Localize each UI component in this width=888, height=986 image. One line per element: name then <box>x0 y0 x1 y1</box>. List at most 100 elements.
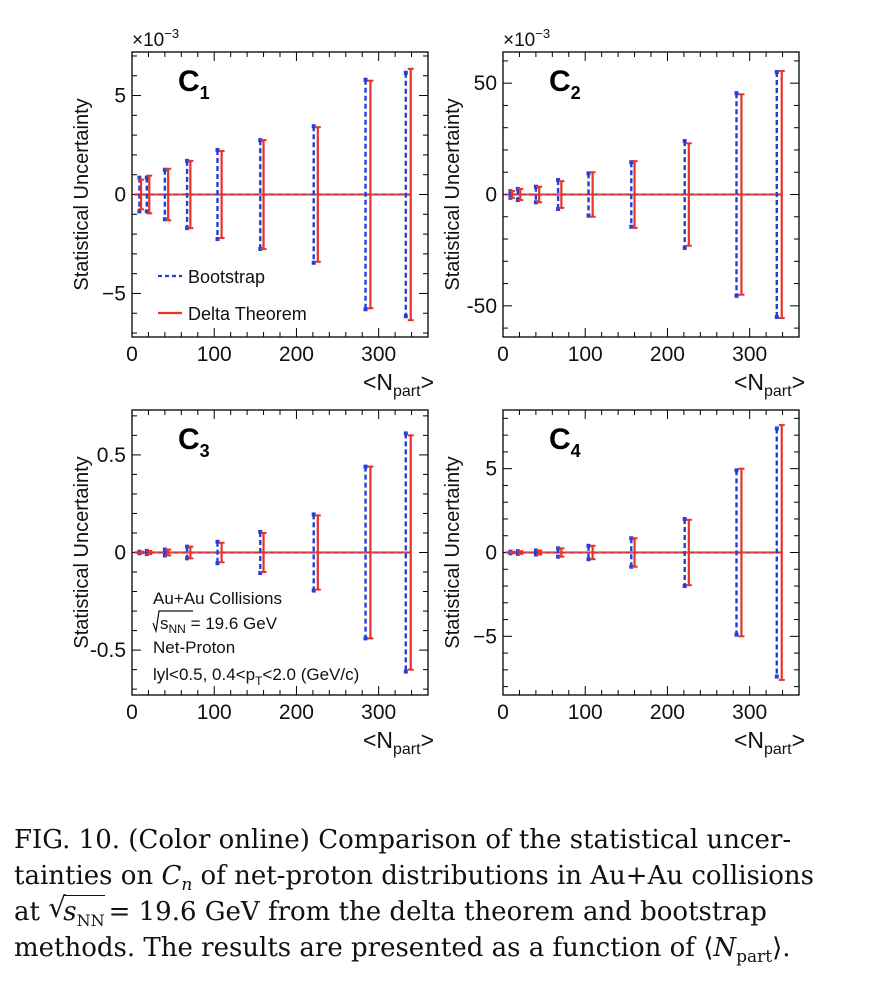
bootstrap-bar-cap <box>774 426 779 431</box>
bootstrap-bar-cap <box>629 224 634 229</box>
caption-text: ⟩. <box>772 933 791 963</box>
panel-c4: 0 100 200 300 −5 0 5 Statistical Uncertainty <Np… <box>442 409 805 758</box>
x-tick-label: 300 <box>361 343 396 366</box>
bootstrap-bar-cap <box>258 530 263 535</box>
y-tick-label: 0 <box>485 184 497 207</box>
x-tick-label: 200 <box>650 701 685 724</box>
y-tick-label: -50 <box>467 295 497 318</box>
bootstrap-bar-cap <box>311 124 316 129</box>
x-axis-label-main: <N <box>363 369 393 395</box>
y-tick-label: 0 <box>485 542 497 565</box>
caption-line-3: at √ sNN = 19.6 GeV from the delta theorem… <box>14 891 888 931</box>
y-multiplier-exp: −3 <box>164 26 179 41</box>
bootstrap-bar-cap <box>533 548 538 553</box>
bootstrap-bar-cap <box>774 674 779 679</box>
bootstrap-bar-cap <box>682 584 687 589</box>
x-axis-label-sub: part <box>393 383 421 400</box>
bootstrap-bar-cap <box>586 213 591 218</box>
caption-text: tainties on <box>14 861 162 891</box>
bootstrap-bar-cap <box>162 547 167 552</box>
panel-label: C2 <box>549 65 581 103</box>
annotation-cuts: lyl<0.5, 0.4<pT<2.0 (GeV/c) <box>153 665 359 688</box>
y-axis-label: Statistical Uncertainty <box>442 456 464 648</box>
annotation-sqrt-sign <box>152 610 193 634</box>
caption-math-nn: NN <box>76 911 105 931</box>
caption-math-n: n <box>181 875 193 896</box>
bootstrap-bar-cap <box>682 139 687 144</box>
legend-delta-label: Delta Theorem <box>188 304 307 324</box>
bootstrap-bar-cap <box>586 557 591 562</box>
annotation-cuts-pre: lyl<0.5, 0.4<p <box>153 665 255 684</box>
bootstrap-bar-cap <box>533 184 538 189</box>
y-tick-label: -0.5 <box>90 639 126 662</box>
y-tick-label: −5 <box>473 625 497 648</box>
y-tick-label: 0 <box>114 542 126 565</box>
panel-label-sub: 4 <box>571 441 581 461</box>
x-axis-label-close: > <box>421 369 434 395</box>
annotation-energy-sub: NN <box>169 622 186 636</box>
x-tick-label: 200 <box>279 701 314 724</box>
y-multiplier-exp: −3 <box>535 26 550 41</box>
bootstrap-bar-cap <box>185 556 190 561</box>
bootstrap-bar-cap <box>185 544 190 549</box>
bootstrap-bar-cap <box>311 260 316 265</box>
legend-bootstrap-label: Bootstrap <box>188 267 265 287</box>
panel-label: C4 <box>549 423 581 461</box>
x-axis-label-close: > <box>421 727 434 753</box>
y-tick-label: 5 <box>114 85 126 108</box>
bootstrap-bar-cap <box>162 217 167 222</box>
x-axis-label: <Npart> <box>363 369 434 400</box>
y-multiplier-base: ×10 <box>132 30 164 51</box>
bootstrap-bar-cap <box>734 468 739 473</box>
bootstrap-bar-cap <box>258 246 263 251</box>
caption-math-s: s <box>63 897 77 927</box>
x-axis-label-sub: part <box>764 741 792 758</box>
bootstrap-bar-cap <box>533 552 538 557</box>
bootstrap-bar-cap <box>682 516 687 521</box>
panel-label-sub: 1 <box>200 83 210 103</box>
bootstrap-bar-cap <box>363 636 368 641</box>
panel-label: C3 <box>178 423 210 461</box>
x-axis-label-close: > <box>792 727 805 753</box>
bootstrap-bar-cap <box>774 70 779 75</box>
y-axis-label: Statistical Uncertainty <box>71 98 93 290</box>
annotation-block: Au+Au Collisions sNN = 19.6 GeV Net-Proton… <box>152 589 359 688</box>
annotation-cuts-sub: T <box>255 674 263 688</box>
panel-label: C1 <box>178 65 210 103</box>
bootstrap-bar-cap <box>734 91 739 96</box>
bootstrap-bar-cap <box>215 237 220 242</box>
caption-math-part: part <box>736 947 773 966</box>
panel-label-sub: 3 <box>200 441 210 461</box>
y-tick-label: −5 <box>102 282 126 305</box>
panel-label-main: C <box>549 423 571 456</box>
x-tick-label: 0 <box>497 701 509 724</box>
bootstrap-bar-cap <box>258 570 263 575</box>
x-axis-label-main: <N <box>363 727 393 753</box>
bootstrap-bar-cap <box>682 245 687 250</box>
bootstrap-bar-cap <box>363 307 368 312</box>
x-axis-label-main: <N <box>734 369 764 395</box>
x-tick-label: 0 <box>497 343 509 366</box>
annotation-energy-s: s <box>160 614 169 633</box>
bootstrap-bar-cap <box>556 546 561 551</box>
y-tick-label: 0.5 <box>97 444 126 467</box>
x-axis-label-main: <N <box>734 727 764 753</box>
y-multiplier: ×10−3 <box>132 26 179 51</box>
x-axis-label-sub: part <box>393 741 421 758</box>
x-axis-label-close: > <box>792 369 805 395</box>
x-tick-label: 100 <box>568 343 603 366</box>
x-axis-label: <Npart> <box>734 727 805 758</box>
caption-text: at <box>14 897 49 927</box>
annotation-cuts-post: <2.0 (GeV/c) <box>262 665 359 684</box>
bootstrap-bar-cap <box>311 588 316 593</box>
legend: Bootstrap Delta Theorem <box>158 267 307 324</box>
bootstrap-bar-cap <box>734 632 739 637</box>
bootstrap-bar-cap <box>162 553 167 558</box>
panel-label-main: C <box>178 65 200 98</box>
caption-text: of net-proton distributions in Au+Au col… <box>192 861 814 891</box>
x-tick-label: 100 <box>197 701 232 724</box>
caption-text: = 19.6 GeV from the delta theorem and bo… <box>108 897 767 927</box>
y-tick-label: 0 <box>114 184 126 207</box>
